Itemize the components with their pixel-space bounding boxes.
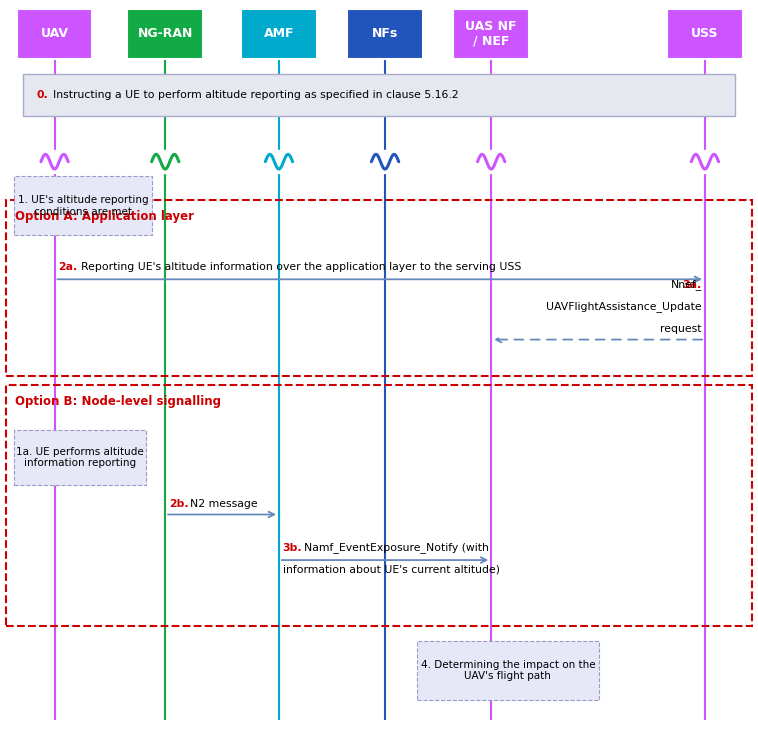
FancyBboxPatch shape	[347, 9, 423, 59]
FancyBboxPatch shape	[453, 9, 529, 59]
Text: UAVFlightAssistance_Update: UAVFlightAssistance_Update	[546, 301, 701, 312]
Text: NFs: NFs	[372, 27, 398, 40]
Text: 1. UE's altitude reporting
conditions are met: 1. UE's altitude reporting conditions ar…	[17, 195, 149, 217]
FancyBboxPatch shape	[127, 9, 203, 59]
Text: Nnef_: Nnef_	[671, 279, 702, 290]
Text: 2b.: 2b.	[169, 498, 189, 509]
FancyBboxPatch shape	[14, 176, 152, 235]
Text: AMF: AMF	[264, 27, 294, 40]
Text: request: request	[659, 323, 701, 334]
FancyBboxPatch shape	[14, 430, 146, 485]
FancyBboxPatch shape	[417, 641, 599, 700]
Text: 2a.: 2a.	[58, 262, 77, 272]
Text: Namf_EventExposure_Notify (with: Namf_EventExposure_Notify (with	[304, 542, 489, 553]
Text: Option B: Node-level signalling: Option B: Node-level signalling	[15, 395, 221, 408]
Text: 0.: 0.	[36, 90, 49, 100]
Text: 1a. UE performs altitude
information reporting: 1a. UE performs altitude information rep…	[16, 447, 144, 468]
FancyBboxPatch shape	[667, 9, 743, 59]
FancyBboxPatch shape	[17, 9, 92, 59]
Text: Instructing a UE to perform altitude reporting as specified in clause 5.16.2: Instructing a UE to perform altitude rep…	[53, 90, 459, 100]
FancyBboxPatch shape	[23, 74, 735, 116]
Text: 4. Determining the impact on the
UAV's flight path: 4. Determining the impact on the UAV's f…	[421, 659, 595, 681]
Text: N2 message: N2 message	[190, 498, 258, 509]
Text: NG-RAN: NG-RAN	[137, 27, 193, 40]
Text: USS: USS	[691, 27, 719, 40]
Text: 3b.: 3b.	[283, 542, 302, 553]
Text: Reporting UE's altitude information over the application layer to the serving US: Reporting UE's altitude information over…	[81, 262, 522, 272]
FancyBboxPatch shape	[241, 9, 317, 59]
Text: UAS NF
/ NEF: UAS NF / NEF	[465, 20, 517, 48]
Text: UAV: UAV	[41, 27, 68, 40]
Text: information about UE's current altitude): information about UE's current altitude)	[283, 564, 500, 575]
Text: Option A: Application layer: Option A: Application layer	[15, 209, 194, 223]
Text: 3a.: 3a.	[682, 279, 701, 290]
